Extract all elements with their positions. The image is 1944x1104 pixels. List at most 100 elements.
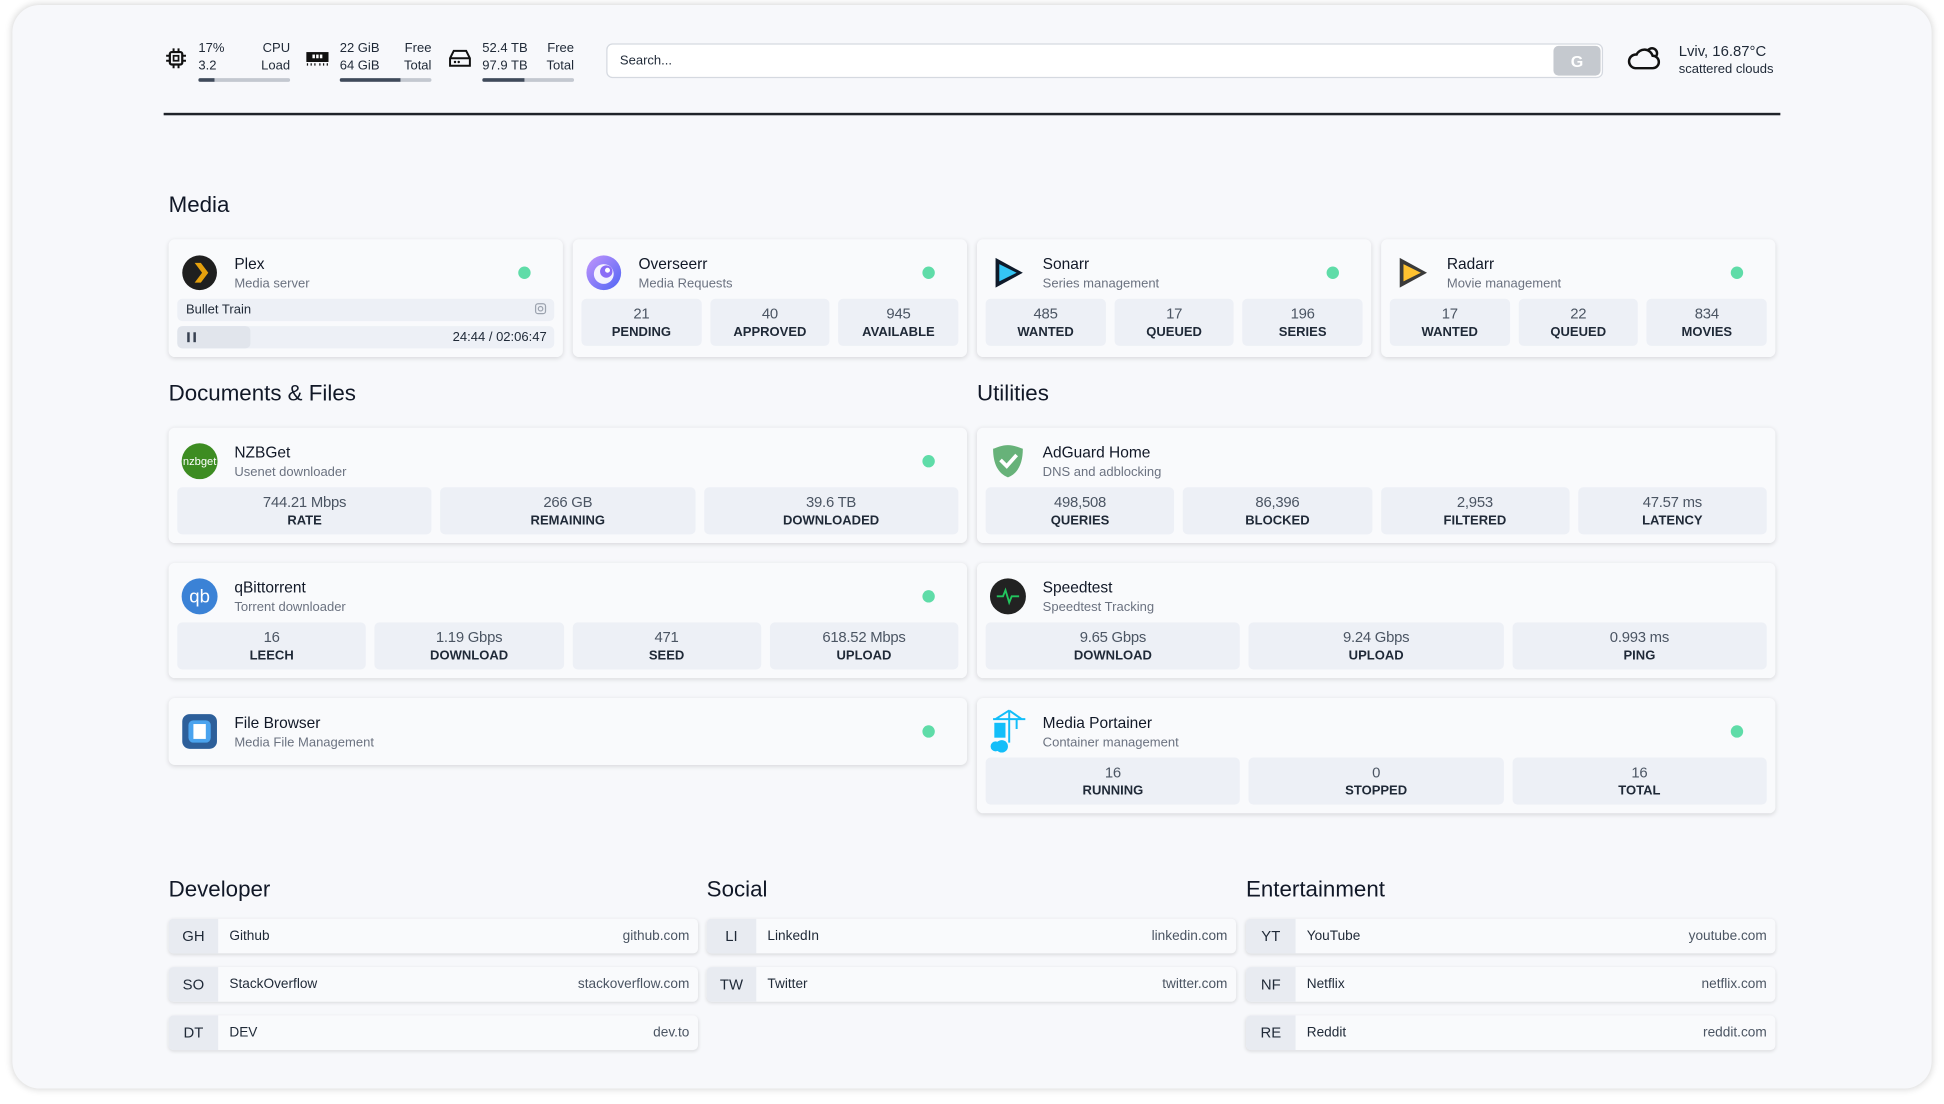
service-card-adguard-home[interactable]: AdGuard Home DNS and adblocking 498,508 QUE…	[976, 427, 1776, 544]
stat-series: 196 SERIES	[1242, 298, 1363, 346]
now-playing-title: Bullet Train	[185, 302, 252, 318]
service-description: Container management	[1042, 734, 1179, 750]
media-services: Plex Media server Bullet Train 24:44 / 02:0…	[168, 239, 1776, 358]
service-card-nzbget[interactable]: nzbget NZBGet Usenet downloader 744.21 Mbps…	[168, 427, 968, 544]
stat-queries: 498,508 QUERIES	[985, 487, 1175, 535]
stat-value: 17	[1441, 304, 1458, 323]
service-card-overseerr[interactable]: Overseerr Media Requests 21 PENDING 40 APPROV…	[572, 239, 968, 358]
card-header: AdGuard Home DNS and adblocking	[986, 436, 1767, 486]
stat-label: REMAINING	[530, 513, 606, 529]
disk-bar-fill	[482, 78, 525, 82]
bookmark-github[interactable]: GH Github github.com	[168, 918, 699, 954]
bookmark-url: youtube.com	[1688, 928, 1767, 944]
service-card-qbittorrent[interactable]: qb qBittorrent Torrent downloader 16 LEECH 1.…	[168, 562, 968, 679]
card-header: Radarr Movie management	[1390, 248, 1767, 298]
bookmark-abbr: NF	[1245, 967, 1296, 1002]
stat-value: 498,508	[1053, 493, 1107, 511]
bookmark-dev[interactable]: DT DEV dev.to	[168, 1015, 699, 1051]
search-provider-button[interactable]: G	[1553, 45, 1601, 76]
stat-value: 0.993 ms	[1609, 628, 1670, 646]
free-label: Free	[547, 40, 575, 56]
stat-filtered: 2,953 FILTERED	[1380, 487, 1570, 535]
service-info: File Browser Media File Management	[234, 714, 374, 750]
service-stats: 485 WANTED 17 QUEUED 196 SERIES	[985, 298, 1363, 346]
gear-icon[interactable]	[534, 302, 547, 318]
disk-free: 52.4 TB	[482, 40, 528, 56]
service-name: NZBGet	[234, 443, 291, 461]
card-header: qb qBittorrent Torrent downloader	[177, 572, 958, 622]
service-stats: 498,508 QUERIES 86,396 BLOCKED 2,953 FILTERED…	[985, 487, 1767, 535]
stat-value: 945	[886, 304, 911, 323]
stat-value: 16	[1104, 763, 1121, 782]
stat-value: 1.19 Gbps	[435, 628, 503, 646]
section-title-media: Media	[168, 192, 230, 217]
stat-approved: 40 APPROVED	[709, 298, 830, 346]
stat-latency: 47.57 ms LATENCY	[1577, 487, 1767, 535]
bookmark-url: reddit.com	[1703, 1025, 1767, 1041]
bookmark-netflix[interactable]: NF Netflix netflix.com	[1245, 967, 1776, 1002]
svg-text:nzbget: nzbget	[183, 456, 217, 468]
service-card-media-portainer[interactable]: Media Portainer Container management 16 RUN…	[976, 698, 1776, 814]
service-card-plex[interactable]: Plex Media server Bullet Train 24:44 / 02:0…	[168, 239, 563, 358]
service-description: Series management	[1042, 275, 1160, 291]
bookmark-name: DEV	[229, 1025, 258, 1041]
bookmark-youtube[interactable]: YT YouTube youtube.com	[1245, 918, 1776, 954]
stat-leech: 16 LEECH	[177, 622, 367, 670]
bookmark-twitter[interactable]: TW Twitter twitter.com	[706, 967, 1237, 1002]
service-card-speedtest[interactable]: Speedtest Speedtest Tracking 9.65 Gbps DOWN…	[976, 562, 1776, 679]
stat-value: 39.6 TB	[806, 493, 857, 511]
bookmark-name: YouTube	[1306, 928, 1361, 944]
cpu-usage: 17%	[198, 40, 225, 56]
bookmark-abbr: SO	[168, 967, 219, 1002]
bookmark-abbr: YT	[1245, 918, 1296, 954]
card-header: Plex Media server	[177, 248, 554, 298]
stat-download: 9.65 Gbps DOWNLOAD	[985, 622, 1241, 670]
stat-value: 47.57 ms	[1642, 493, 1702, 511]
section-title-documents: Documents & Files	[168, 380, 356, 406]
filebrowser-icon	[181, 713, 218, 750]
stat-label: RATE	[287, 513, 322, 529]
stat-remaining: 266 GB REMAINING	[440, 487, 696, 535]
bookmark-reddit[interactable]: RE Reddit reddit.com	[1245, 1015, 1776, 1051]
stat-label: QUEUED	[1146, 324, 1202, 340]
stat-value: 471	[654, 628, 679, 646]
stat-queued: 17 QUEUED	[1114, 298, 1235, 346]
stat-label: STOPPED	[1345, 783, 1408, 799]
stat-wanted: 17 WANTED	[1389, 298, 1510, 346]
stat-label: PING	[1623, 648, 1656, 664]
weather-condition: scattered clouds	[1678, 61, 1774, 77]
weather-widget[interactable]: Lviv, 16.87°C scattered clouds	[1627, 42, 1774, 77]
stat-label: DOWNLOADED	[782, 513, 880, 529]
pause-icon[interactable]	[187, 332, 196, 343]
service-description: Speedtest Tracking	[1042, 599, 1155, 615]
service-card-sonarr[interactable]: Sonarr Series management 485 WANTED 17 QUEUED…	[976, 239, 1372, 358]
service-name: AdGuard Home	[1042, 443, 1151, 461]
service-card-radarr[interactable]: Radarr Movie management 17 WANTED 22 QUEUED 83…	[1381, 239, 1776, 358]
stat-value: 485	[1033, 304, 1058, 323]
bookmark-name: StackOverflow	[229, 976, 318, 992]
bookmark-linkedin[interactable]: LI LinkedIn linkedin.com	[706, 918, 1237, 954]
disk-bar	[482, 78, 575, 82]
bookmark-url: dev.to	[653, 1025, 690, 1041]
service-name: Plex	[234, 254, 265, 273]
stat-label: WANTED	[1421, 324, 1478, 340]
bookmark-name: Github	[229, 928, 270, 944]
memory-widget: 22 GiB Free 64 GiB Total	[305, 40, 432, 82]
status-indicator	[922, 590, 935, 603]
search-input[interactable]	[607, 53, 1554, 69]
cpu-bar	[198, 78, 291, 82]
playback-progress[interactable]: 24:44 / 02:06:47	[177, 326, 555, 349]
service-stats: 17 WANTED 22 QUEUED 834 MOVIES	[1389, 298, 1767, 346]
bookmark-stackoverflow[interactable]: SO StackOverflow stackoverflow.com	[168, 967, 699, 1002]
stat-label: FILTERED	[1443, 513, 1507, 529]
adguard-icon	[989, 443, 1026, 480]
bookmark-abbr: RE	[1245, 1015, 1296, 1051]
service-info: Radarr Movie management	[1447, 255, 1561, 291]
stat-wanted: 485 WANTED	[985, 298, 1106, 346]
cpu-bar-fill	[198, 78, 214, 82]
progress-fill	[177, 326, 251, 349]
bookmark-url: netflix.com	[1701, 976, 1767, 992]
service-card-file-browser[interactable]: File Browser Media File Management	[168, 698, 968, 765]
service-name: Sonarr	[1042, 254, 1090, 273]
